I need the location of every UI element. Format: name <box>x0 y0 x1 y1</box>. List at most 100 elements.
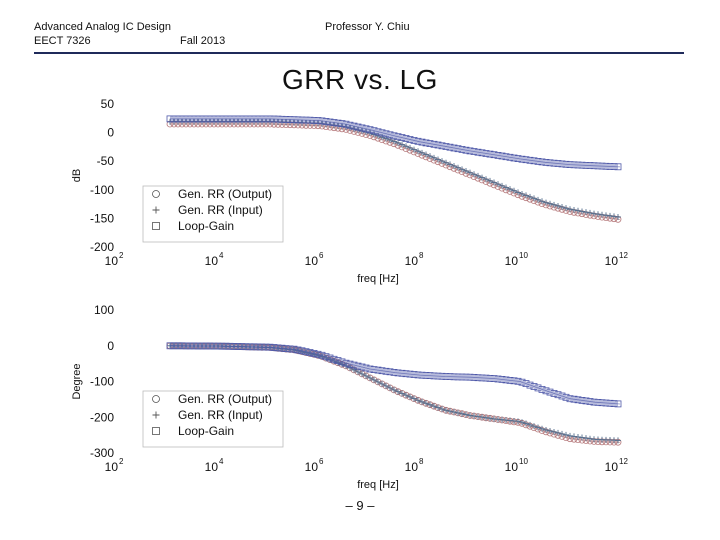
marker-plus <box>519 190 525 197</box>
marker-plus <box>391 138 397 145</box>
marker-square <box>446 373 454 381</box>
marker-square <box>566 395 574 403</box>
marker-plus <box>411 146 417 153</box>
marker-square <box>458 145 466 153</box>
marker-plus <box>379 380 385 387</box>
marker-square <box>246 343 254 351</box>
marker-square <box>266 115 274 123</box>
marker-plus <box>427 401 433 408</box>
marker-plus <box>467 169 473 176</box>
marker-plus <box>583 435 589 442</box>
marker-square <box>478 374 486 382</box>
marker-square <box>502 153 510 161</box>
marker-square <box>418 138 426 146</box>
y-tick-label: 100 <box>94 303 114 317</box>
marker-plus <box>423 151 429 158</box>
marker-plus <box>531 423 537 430</box>
marker-plus <box>535 196 541 203</box>
x-tick-label: 10 <box>505 460 519 474</box>
marker-plus <box>543 427 549 434</box>
marker-square <box>458 373 466 381</box>
marker-plus <box>523 192 529 199</box>
marker-plus <box>555 429 561 436</box>
marker-square <box>238 115 246 123</box>
marker-square <box>514 155 522 163</box>
marker-square <box>402 135 410 142</box>
marker-square <box>354 362 362 370</box>
marker-square <box>170 115 178 123</box>
marker-square <box>482 374 490 382</box>
marker-square <box>318 351 326 359</box>
marker-plus <box>567 206 573 213</box>
marker-plus <box>603 212 609 219</box>
marker-square <box>270 115 278 123</box>
marker-square <box>278 344 286 352</box>
marker-square <box>610 163 618 171</box>
y-tick-label: -150 <box>90 211 114 225</box>
marker-square <box>378 129 386 137</box>
marker-plus <box>431 154 437 161</box>
marker-plus <box>507 186 513 193</box>
marker-square <box>342 359 350 367</box>
marker-square <box>274 115 282 123</box>
marker-square <box>326 118 334 126</box>
marker-square <box>518 378 526 386</box>
y-axis-label: Degree <box>71 363 83 399</box>
marker-square <box>474 374 482 382</box>
marker-square <box>586 162 594 169</box>
marker-plus <box>559 430 565 437</box>
marker-plus <box>451 163 457 170</box>
x-tick-label: 10 <box>305 460 319 474</box>
marker-square <box>302 116 310 124</box>
marker-plus <box>399 141 405 148</box>
marker-square <box>218 342 226 350</box>
marker-square <box>170 342 178 350</box>
marker-square <box>546 159 554 167</box>
marker-square <box>286 116 294 123</box>
marker-square <box>590 398 598 406</box>
marker-square <box>194 115 202 123</box>
marker-square <box>438 142 446 150</box>
x-tick-exponent: 8 <box>419 457 424 466</box>
marker-plus <box>571 433 577 440</box>
marker-square <box>338 120 346 127</box>
y-tick-label: -100 <box>90 183 114 197</box>
marker-square <box>550 159 558 167</box>
marker-square <box>502 376 510 384</box>
marker-square <box>494 151 502 159</box>
y-axis-label: dB <box>71 169 83 182</box>
marker-plus <box>475 413 481 420</box>
marker-plus <box>451 409 457 416</box>
marker-plus <box>539 198 545 205</box>
marker-plus <box>591 210 597 217</box>
marker-plus <box>439 158 445 165</box>
marker-circle <box>152 395 160 403</box>
marker-plus <box>511 187 517 194</box>
marker-square <box>470 148 478 155</box>
marker-square <box>254 115 262 123</box>
course-code: EECT 7326 <box>34 35 91 47</box>
marker-plus <box>479 174 485 181</box>
series-square <box>166 342 622 408</box>
marker-square <box>378 367 386 375</box>
marker-square <box>486 374 494 382</box>
marker-square <box>498 152 506 160</box>
marker-square <box>214 342 222 350</box>
marker-plus <box>559 204 565 211</box>
marker-plus <box>447 161 453 168</box>
marker-plus <box>615 213 621 220</box>
marker-square <box>230 115 238 123</box>
marker-plus <box>483 414 489 421</box>
marker-plus <box>375 378 381 385</box>
marker-plus <box>371 376 377 383</box>
marker-plus <box>419 149 425 156</box>
marker-plus <box>535 424 541 431</box>
legend: Gen. RR (Output) Gen. RR (Input) Loop-Gain <box>142 390 284 448</box>
marker-square <box>226 115 234 123</box>
marker-square <box>514 377 522 385</box>
marker-plus <box>403 392 409 399</box>
marker-plus <box>547 200 553 207</box>
marker-square <box>534 384 542 392</box>
marker-square <box>490 151 498 159</box>
